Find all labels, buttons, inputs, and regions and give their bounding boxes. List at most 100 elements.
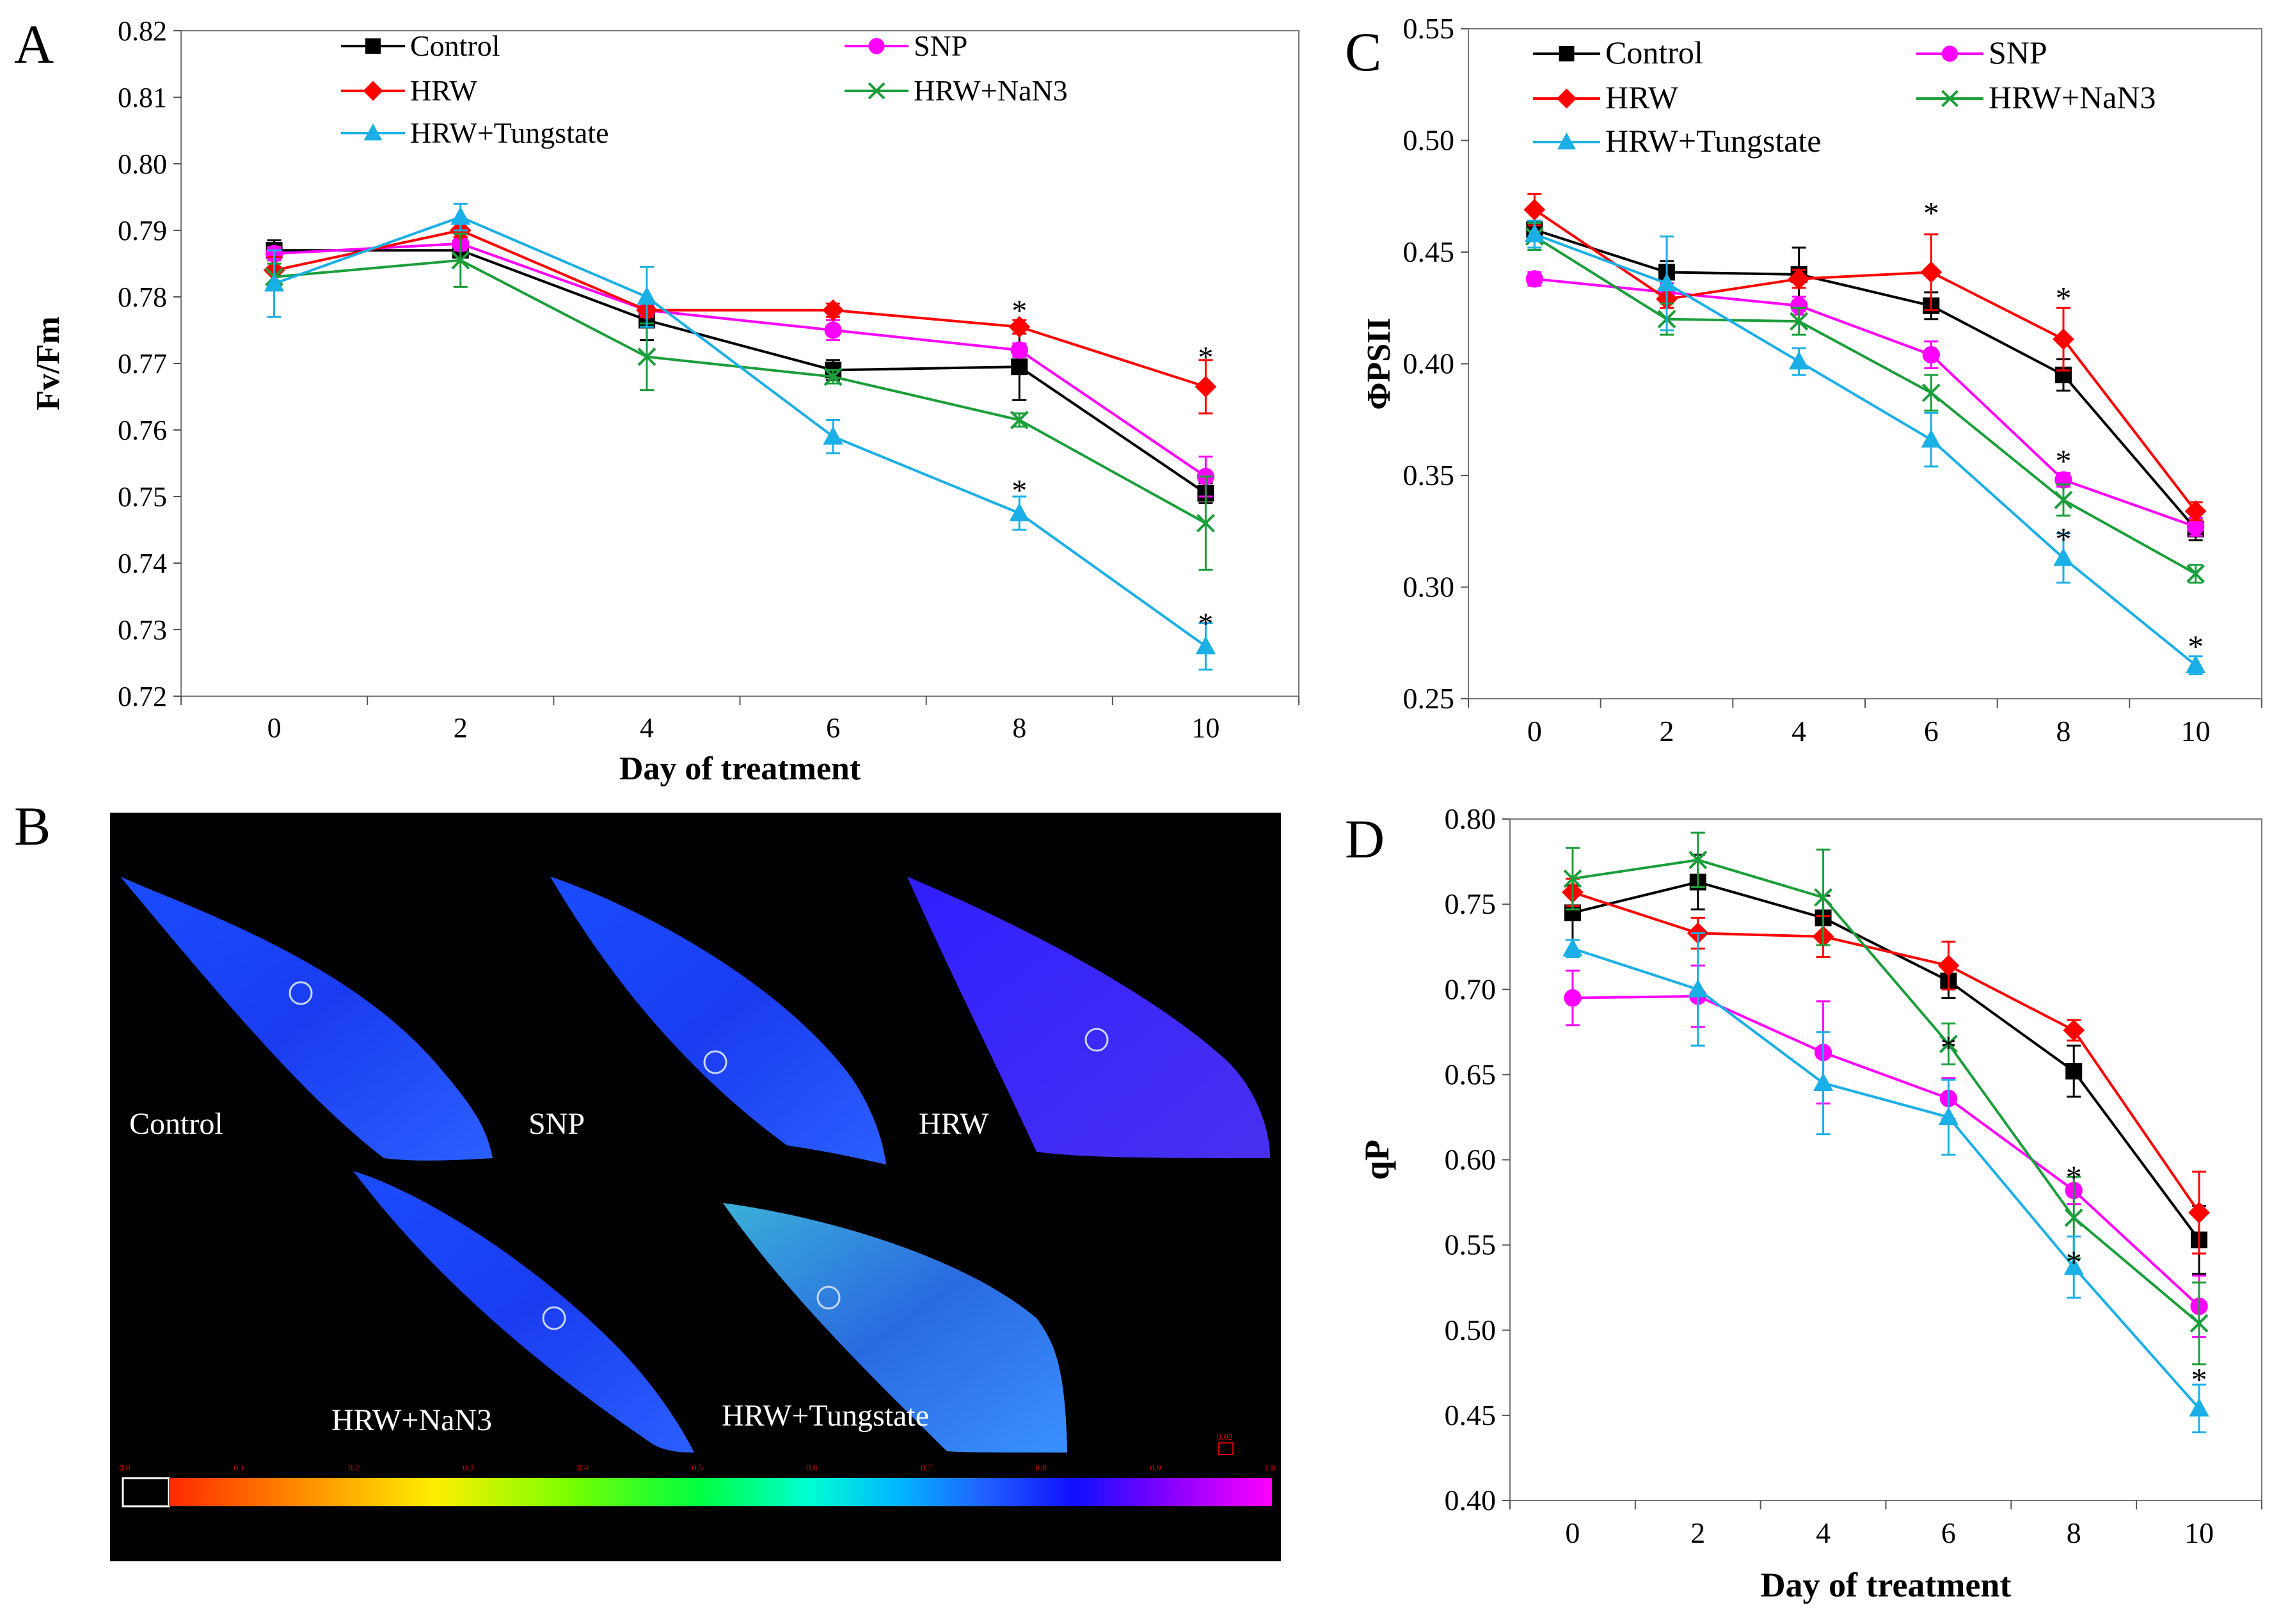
legend-label: HRW+Tungstate — [1605, 123, 1822, 159]
data-point — [1813, 1072, 1834, 1092]
data-point — [1814, 888, 1832, 907]
series-line — [274, 228, 1207, 388]
data-point — [2187, 518, 2205, 536]
series-line — [1534, 233, 2197, 667]
significance-asterisk: * — [2056, 443, 2072, 479]
data-point — [2186, 564, 2205, 583]
data-point — [822, 299, 844, 321]
series-hrw — [263, 219, 1217, 415]
y-axis-label: qP — [1358, 1140, 1396, 1180]
y-tick-label: 0.25 — [1403, 682, 1455, 715]
y-tick-label: 0.55 — [1445, 1229, 1497, 1261]
x-tick-label: 8 — [2067, 1517, 2081, 1549]
y-axis-label: ΦPSII — [1361, 317, 1397, 410]
series-line — [1534, 277, 2197, 529]
data-point — [2188, 1202, 2210, 1223]
legend-label: Control — [410, 29, 500, 62]
legend-label: HRW+NaN3 — [914, 74, 1068, 107]
series-line — [274, 259, 1207, 525]
panel-b-image: B Control SNP HRW HRW+NaN3 HRW+Tungstate… — [14, 795, 1281, 1561]
leaf-label-hrw-nan3: HRW+NaN3 — [331, 1403, 492, 1437]
legend-marker — [1941, 45, 1958, 62]
y-tick-label: 0.74 — [118, 548, 167, 579]
colorbar-tick-label: 0.3 — [463, 1463, 474, 1473]
x-tick-label: 10 — [2184, 1517, 2214, 1549]
series-hrw-tungstate — [1524, 219, 2206, 676]
legend-marker — [363, 123, 383, 141]
measure-spot — [542, 1306, 566, 1330]
series-line — [1572, 891, 2200, 1214]
panel-c-chart: 0.25 0.30 0.35 0.40 0.45 0.50 0.55 0 2 4 6 8 10 ΦPSII… — [1361, 12, 2262, 747]
data-point — [823, 426, 843, 445]
series-line — [274, 249, 1207, 495]
y-tick-label: 0.81 — [118, 82, 167, 113]
x-tick-label: 2 — [454, 712, 468, 744]
colorbar-tick-labels: 0.0 0.1 0.2 0.3 0.4 0.5 0.6 0.7 0.8 0.9 1.0 — [119, 1463, 1276, 1473]
colorbar-tick-label: 0.2 — [348, 1463, 360, 1473]
plot-area — [1509, 818, 2262, 1501]
legend-marker — [365, 38, 381, 54]
y-tick-label: 0.65 — [1445, 1058, 1497, 1090]
data-point — [2063, 1256, 2084, 1275]
data-point — [2065, 1063, 2083, 1080]
data-point — [823, 367, 843, 386]
data-point — [1921, 383, 1941, 402]
legend-label: SNP — [1989, 35, 2047, 70]
leaf-label-snp: SNP — [528, 1107, 585, 1141]
data-point — [451, 251, 470, 270]
series-hrw-tungstate — [1562, 932, 2209, 1433]
legend-label: HRW+Tungstate — [410, 116, 609, 149]
legend-label: HRW — [410, 74, 477, 107]
colorbar-side-marker — [1218, 1442, 1234, 1455]
data-point — [1195, 376, 1217, 398]
data-point — [824, 321, 842, 339]
data-point — [2054, 490, 2073, 509]
colorbar-tick-label: 0.6 — [806, 1463, 818, 1473]
data-point — [1939, 1035, 1958, 1053]
legend-marker — [1941, 90, 1958, 107]
x-tick-label: 4 — [640, 712, 654, 744]
panel-a-chart: A 0.72 0.73 0.74 0.75 0.76 0.77 0.78 0.79 0.80 0.… — [14, 13, 1299, 787]
series-snp — [1525, 270, 2205, 537]
y-tick-label: 0.55 — [1403, 12, 1455, 45]
significance-asterisk: * — [1012, 294, 1027, 328]
series-hrw-nan3 — [1525, 222, 2205, 584]
x-tick-label: 6 — [826, 712, 840, 744]
measure-spot — [289, 981, 313, 1005]
significance-asterisk: * — [2188, 628, 2204, 664]
series-control — [266, 239, 1214, 504]
data-point — [2064, 1208, 2083, 1227]
significance-asterisk: * — [1941, 1029, 1957, 1065]
y-tick-label: 0.72 — [118, 681, 167, 712]
y-tick-label: 0.77 — [118, 348, 167, 379]
series-hrw-tungstate — [264, 202, 1216, 671]
legend-label: HRW+NaN3 — [1989, 79, 2156, 115]
y-axis-label: Fv/Fm — [30, 316, 67, 410]
measure-spot — [816, 1286, 841, 1310]
x-tick-label: 4 — [1816, 1517, 1831, 1549]
x-tick-label: 10 — [1191, 712, 1219, 744]
x-tick-label: 6 — [1924, 715, 1939, 747]
colorbar-tick-label: 1.0 — [1264, 1463, 1276, 1473]
data-point — [1524, 223, 1545, 243]
legend: Control SNP HRW HRW+NaN3 HRW+Tungstate — [1533, 35, 2156, 159]
y-tick-label: 0.45 — [1403, 235, 1455, 268]
panel-a-label: A — [14, 13, 54, 75]
data-point — [1790, 312, 1809, 331]
colorbar-side-label: 0.02 — [1217, 1433, 1233, 1442]
significance-asterisk: * — [1923, 195, 1939, 231]
significance-asterisk: * — [1198, 340, 1213, 374]
legend: Control SNP HRW HRW+NaN3 HRW+Tungstate — [341, 29, 1068, 149]
colorbar-tick-label: 0.1 — [234, 1463, 245, 1473]
colorbar-black-segment — [122, 1477, 170, 1508]
data-point — [1562, 938, 1583, 957]
legend-label: SNP — [914, 29, 967, 62]
data-point — [1789, 351, 1809, 370]
data-point — [1938, 1106, 1959, 1126]
leaf-hrw-nan3 — [353, 1171, 694, 1453]
series-line — [1572, 947, 2200, 1410]
data-point — [2063, 1019, 2085, 1042]
y-tick-label: 0.75 — [118, 481, 167, 513]
data-point — [1010, 341, 1028, 359]
panel-d-chart: 0.40 0.45 0.50 0.55 0.60 0.65 0.70 0.75 0.80 0 2 4 6… — [1358, 802, 2262, 1604]
